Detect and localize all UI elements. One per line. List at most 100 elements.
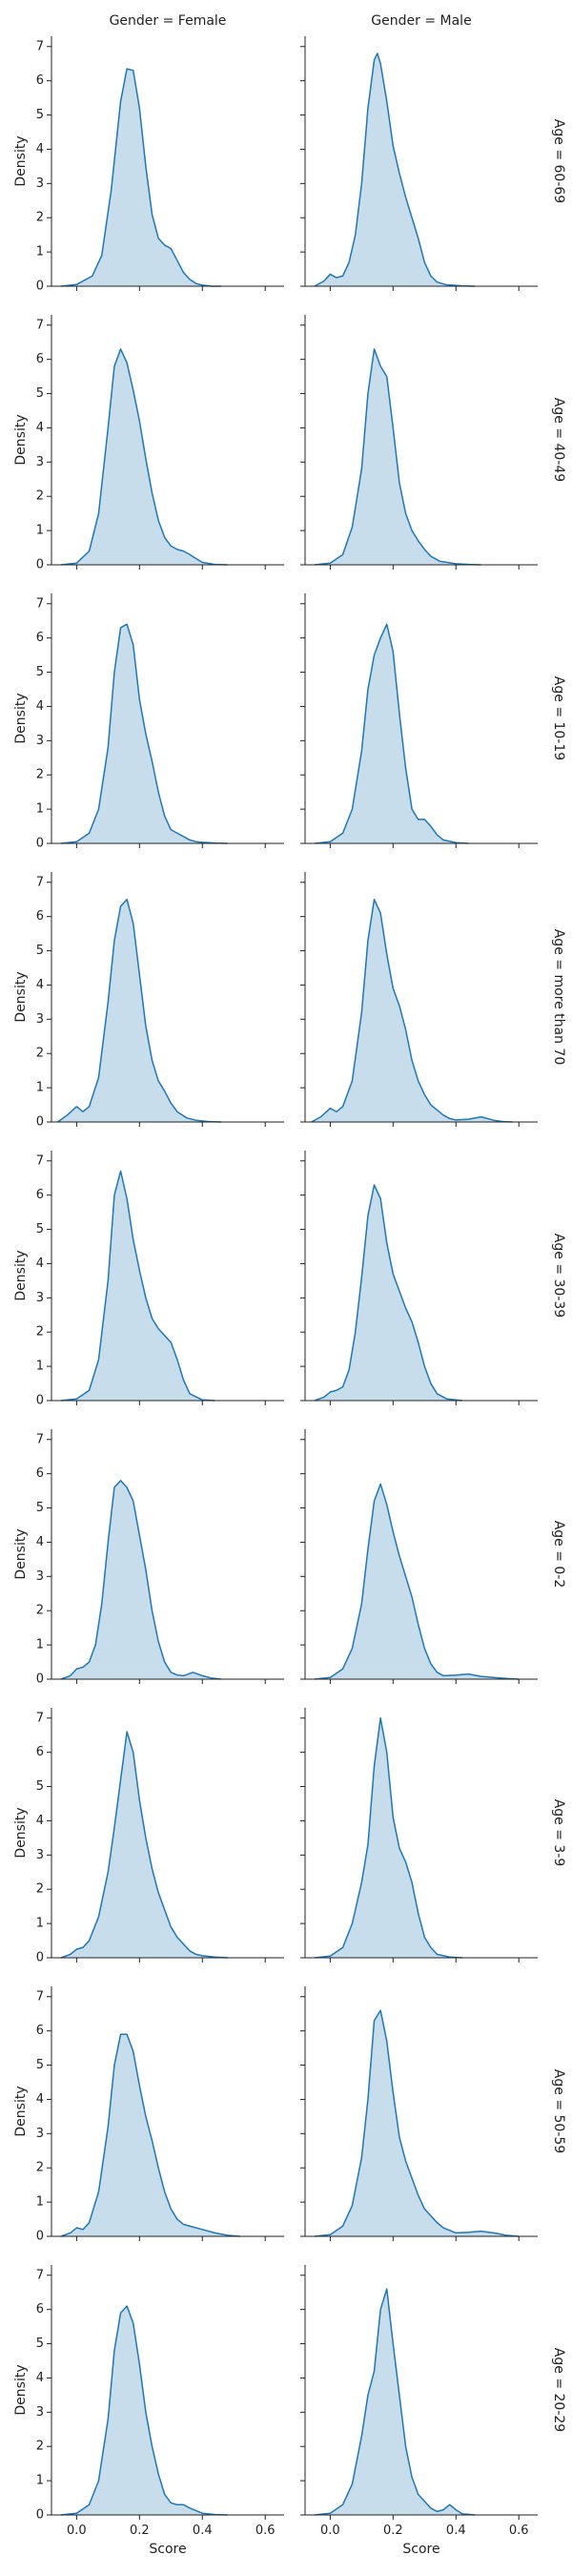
y-tick-label: 1	[36, 802, 44, 817]
y-tick-label: 3	[36, 1848, 44, 1862]
density-line	[314, 2009, 520, 2237]
y-tick-label: 0	[36, 837, 44, 851]
row-title: Age = 20-29	[551, 2348, 566, 2432]
y-tick-label: 5	[36, 665, 44, 679]
row-title: Age = 50-59	[551, 2069, 566, 2153]
y-tick-label: 0	[36, 1394, 44, 1408]
density-line	[314, 1717, 462, 1959]
y-axis-title: Density	[13, 2364, 29, 2415]
y-tick-label: 1	[36, 1081, 44, 1095]
y-tick-label: 4	[36, 1535, 44, 1549]
y-tick-label: 2	[36, 1882, 44, 1897]
row-title: Age = 3-9	[551, 1799, 566, 1867]
y-tick-label: 1	[36, 2474, 44, 2488]
y-tick-label: 3	[36, 455, 44, 469]
density-area	[60, 1732, 228, 1958]
density-area	[314, 1184, 462, 1401]
y-tick-label: 7	[36, 2268, 44, 2282]
y-tick-label: 4	[36, 2371, 44, 2385]
density-area	[311, 899, 513, 1122]
density-area	[314, 2010, 520, 2236]
y-tick-label: 1	[36, 1638, 44, 1652]
y-axis-title: Density	[13, 1807, 29, 1858]
y-tick-label: 1	[36, 1360, 44, 1374]
y-tick-label: 5	[36, 2058, 44, 2072]
x-tick-label: 0.4	[446, 2524, 466, 2538]
y-tick-label: 6	[36, 1745, 44, 1759]
density-area	[314, 52, 476, 287]
row-title: Age = 0-2	[551, 1521, 566, 1589]
y-tick-label: 1	[36, 2195, 44, 2210]
x-tick-label: 0.0	[67, 2524, 87, 2538]
density-line	[314, 623, 469, 844]
y-tick-label: 5	[36, 1222, 44, 1236]
y-tick-label: 1	[36, 245, 44, 260]
y-tick-label: 7	[36, 1989, 44, 2004]
y-tick-label: 7	[36, 39, 44, 53]
y-tick-label: 5	[36, 1501, 44, 1515]
y-tick-label: 7	[36, 1153, 44, 1168]
y-axis-title: Density	[13, 135, 29, 186]
row-title: Age = 10-19	[551, 676, 566, 760]
y-tick-label: 1	[36, 1917, 44, 1931]
column-title: Gender = Male	[371, 13, 471, 29]
y-tick-label: 3	[36, 734, 44, 748]
density-line	[60, 623, 228, 844]
y-tick-label: 6	[36, 2302, 44, 2316]
density-area	[60, 1171, 215, 1401]
y-tick-label: 0	[36, 2508, 44, 2523]
density-line	[314, 1483, 520, 1680]
density-line	[314, 1184, 462, 1402]
density-line	[60, 1170, 215, 1402]
y-tick-label: 4	[36, 1257, 44, 1271]
y-tick-label: 7	[36, 1711, 44, 1725]
y-tick-label: 2	[36, 1325, 44, 1340]
y-tick-label: 6	[36, 1188, 44, 1202]
y-tick-label: 0	[36, 280, 44, 294]
x-tick-label: 0.2	[130, 2524, 150, 2538]
y-tick-label: 6	[36, 73, 44, 88]
y-tick-label: 5	[36, 108, 44, 122]
y-tick-label: 4	[36, 142, 44, 156]
y-tick-label: 4	[36, 978, 44, 992]
y-tick-label: 6	[36, 909, 44, 924]
y-tick-label: 3	[36, 2405, 44, 2420]
y-tick-label: 5	[36, 386, 44, 401]
y-axis-title: Density	[13, 1250, 29, 1300]
y-tick-label: 0	[36, 1951, 44, 1965]
density-area	[314, 348, 481, 565]
y-tick-label: 1	[36, 524, 44, 538]
y-tick-label: 4	[36, 2092, 44, 2107]
row-title: Age = 30-39	[551, 1234, 566, 1318]
x-axis-title: Score	[149, 2542, 186, 2557]
density-line	[311, 898, 513, 1123]
y-tick-label: 2	[36, 211, 44, 225]
y-tick-label: 5	[36, 1779, 44, 1794]
row-title: Age = 40-49	[551, 398, 566, 482]
density-line	[60, 2033, 240, 2237]
density-line	[314, 2288, 476, 2516]
y-tick-label: 7	[36, 1432, 44, 1446]
x-tick-label: 0.0	[320, 2524, 340, 2538]
y-tick-label: 2	[36, 1604, 44, 1618]
y-tick-label: 7	[36, 318, 44, 332]
y-tick-label: 7	[36, 596, 44, 611]
density-line	[60, 2305, 228, 2516]
density-area	[60, 624, 228, 843]
y-tick-label: 0	[36, 558, 44, 572]
x-tick-label: 0.6	[255, 2524, 276, 2538]
x-tick-label: 0.4	[193, 2524, 213, 2538]
density-line	[60, 68, 222, 287]
density-line	[60, 348, 228, 566]
y-tick-label: 3	[36, 2127, 44, 2141]
y-tick-label: 2	[36, 2161, 44, 2175]
density-line	[314, 348, 481, 566]
density-line	[57, 898, 222, 1123]
density-line	[60, 1480, 222, 1680]
y-tick-label: 2	[36, 2440, 44, 2454]
y-tick-label: 3	[36, 1569, 44, 1584]
y-tick-label: 0	[36, 1672, 44, 1687]
y-axis-title: Density	[13, 971, 29, 1022]
density-area	[57, 899, 222, 1122]
x-tick-label: 0.2	[383, 2524, 403, 2538]
